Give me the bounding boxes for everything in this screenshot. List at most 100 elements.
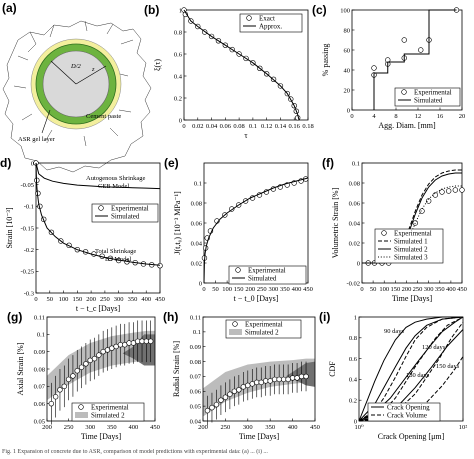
chart-e-xtick-label: 150 (234, 286, 244, 293)
legend-box (225, 319, 302, 339)
chart-e-ytick-label: 0 (199, 280, 202, 287)
chart-h-point (280, 376, 287, 383)
panel-c: (c) 0 4 8 12 16 20 0 20 40 60 80 100 Agg. Diam. [mm]%… (312, 3, 465, 130)
chart-c-ytick-label: 60 (344, 47, 351, 54)
chart-f-xtick-label: 350 (435, 286, 445, 293)
chart-g-xtick-label: 250 (64, 424, 74, 431)
chart-f-xlabel: Time [Days] (392, 294, 433, 303)
chart-i-series-line (358, 316, 464, 422)
chart-d-xtick-label: 100 (59, 296, 69, 303)
chart-g-point (91, 355, 98, 362)
chart-h-xtick-label: 250 (221, 424, 231, 431)
chart-c-point (401, 37, 407, 43)
chart-b-ytick-label: 0.4 (174, 73, 183, 80)
chart-b-ytick-label: 0 (179, 117, 182, 124)
chart-b-xtick-label: 0 (182, 123, 185, 130)
chart-c-ytick-label: 20 (344, 87, 351, 94)
chart-f-ytick-label: 0.04 (349, 220, 361, 227)
legend-label: Simulated (248, 275, 277, 283)
chart-g-panel-label: (g) (7, 310, 22, 324)
chart-i-annotation: 120 days (422, 344, 446, 351)
chart-i-ytick-label: 1 (354, 314, 357, 321)
chart-i-annotation: 90 days (384, 328, 405, 335)
chart-d-xtick-label: 50 (47, 296, 54, 303)
chart-e-xtick-label: 200 (245, 286, 255, 293)
chart-h-point (298, 373, 305, 380)
chart-c-ytick-label: 80 (344, 27, 351, 34)
chart-f-point (445, 188, 452, 194)
chart-d-annotation: Autogenous Shrinkage (86, 175, 146, 182)
chart-h-point (285, 376, 291, 383)
chart-c-plot-frame (351, 9, 463, 111)
chart-f-ytick-label: 0.08 (349, 180, 360, 187)
chart-d-xlabel: t − t_c [Days] (76, 304, 121, 313)
chart-h-ytick-label: 0.11 (190, 314, 201, 321)
chart-b-panel-label: (b) (144, 3, 159, 17)
chart-e-xtick-label: 350 (280, 286, 290, 293)
chart-b-plot-frame (183, 9, 309, 121)
chart-d-ytick-label: -0.1 (24, 204, 34, 211)
legend-label: Simulated 2 (394, 246, 428, 254)
chart-i-xtick-label: 10² (459, 424, 468, 431)
chart-d-xtick-label: 250 (100, 296, 110, 303)
chart-i-ytick-label: 0 (354, 418, 357, 425)
chart-b-xtick-label: 0.04 (206, 123, 218, 130)
legend-box (91, 203, 159, 223)
chart-b-ytick-label: 0.6 (174, 51, 183, 58)
chart-e-xtick-label: 0 (202, 286, 205, 293)
chart-g-ylabel: Axial Strain [%] (16, 342, 25, 395)
chart-i-panel-label: (i) (319, 310, 330, 324)
chart-g-point (65, 376, 72, 383)
chart-e-xtick-label: 100 (222, 286, 232, 293)
chart-f-xtick-label: 50 (370, 286, 377, 293)
chart-e-xtick-label: 50 (212, 286, 219, 293)
chart-d-annotation: Total Shrinkage (95, 248, 136, 255)
chart-f-xtick-label: 0 (360, 286, 363, 293)
legend-box (228, 265, 307, 285)
chart-f-xtick-label: 400 (446, 286, 456, 293)
chart-e-xlabel: t − t_0 [Days] (234, 294, 279, 303)
chart-h-ytick-label: 0.06 (190, 389, 202, 396)
chart-h-xtick-label: 450 (310, 424, 320, 431)
chart-e-ytick-label: 0.04 (191, 240, 203, 247)
chart-e-ytick-label: 0.1 (194, 180, 202, 187)
legend-marker (381, 230, 387, 236)
chart-d-xtick-label: 150 (72, 296, 82, 303)
chart-h-point (204, 407, 211, 414)
chart-f-xtick-label: 300 (424, 286, 434, 293)
chart-h-point (249, 381, 255, 387)
chart-d-series-line (35, 162, 161, 266)
chart-f-ytick-label: -0.02 (346, 280, 360, 287)
chart-i-ylabel: CDF (328, 361, 337, 377)
chart-h-plot-frame (202, 316, 316, 422)
panel-i: (i) 10⁰ 10² 0 0.2 0.4 0.6 0.8 1 Crack Opening [μm… (319, 310, 467, 441)
panel-b: (b) 0 0.02 0.04 0.06 0.08 0.1 0.12 0.14 0.16 0.18 0… (144, 3, 314, 140)
panel-h: (h) 200 250 300 350 400 450 0.04 0.05 0.06 0.07 0.0… (163, 310, 320, 441)
chart-d-ytick-label: -0.25 (20, 269, 34, 276)
chart-b-ylabel: ξ(τ) (153, 59, 162, 71)
chart-d-ytick-label: -0.2 (24, 247, 34, 254)
chart-h-xlabel: Time [Days] (239, 432, 280, 441)
chart-b-xtick-label: 0.06 (220, 123, 232, 130)
chart-h-panel-label: (h) (163, 310, 178, 324)
panel-e: (e) 0 50 100 150 200 250 300 350 400 450 0 0.02 0.04 0… (164, 156, 313, 303)
legend-label: Simulated 2 (91, 412, 125, 420)
figure-caption: Fig. 1 Expansion of concrete due to ASR,… (2, 449, 268, 455)
chart-e-ytick-label: 0.08 (191, 200, 202, 207)
chart-d-ylabel: Strain [10⁻³] (5, 207, 14, 248)
chart-d-panel-label: (d) (0, 156, 11, 170)
chart-f-point (419, 208, 425, 214)
legend-label: Simulated 3 (394, 254, 428, 262)
chart-d-ytick-label: -0.05 (20, 182, 34, 189)
legend-box (71, 402, 145, 422)
chart-c-ylabel: % passing (321, 44, 330, 77)
panel-g: (g) 200 250 300 350 400 450 0.05 0.06 0.07 0.08 0.0… (7, 310, 160, 441)
chart-f-ytick-label: 0 (357, 260, 360, 267)
chart-b-xtick-label: 0.12 (261, 123, 272, 130)
chart-g-point (61, 383, 67, 390)
chart-d-xtick-label: 0 (34, 296, 37, 303)
chart-i-xlabel: Crack Opening [μm] (378, 432, 445, 441)
chart-i-annotation: 180 days (406, 372, 430, 379)
chart-c-xtick-label: 8 (394, 113, 397, 120)
chart-g-ytick-label: 0.05 (34, 418, 45, 425)
